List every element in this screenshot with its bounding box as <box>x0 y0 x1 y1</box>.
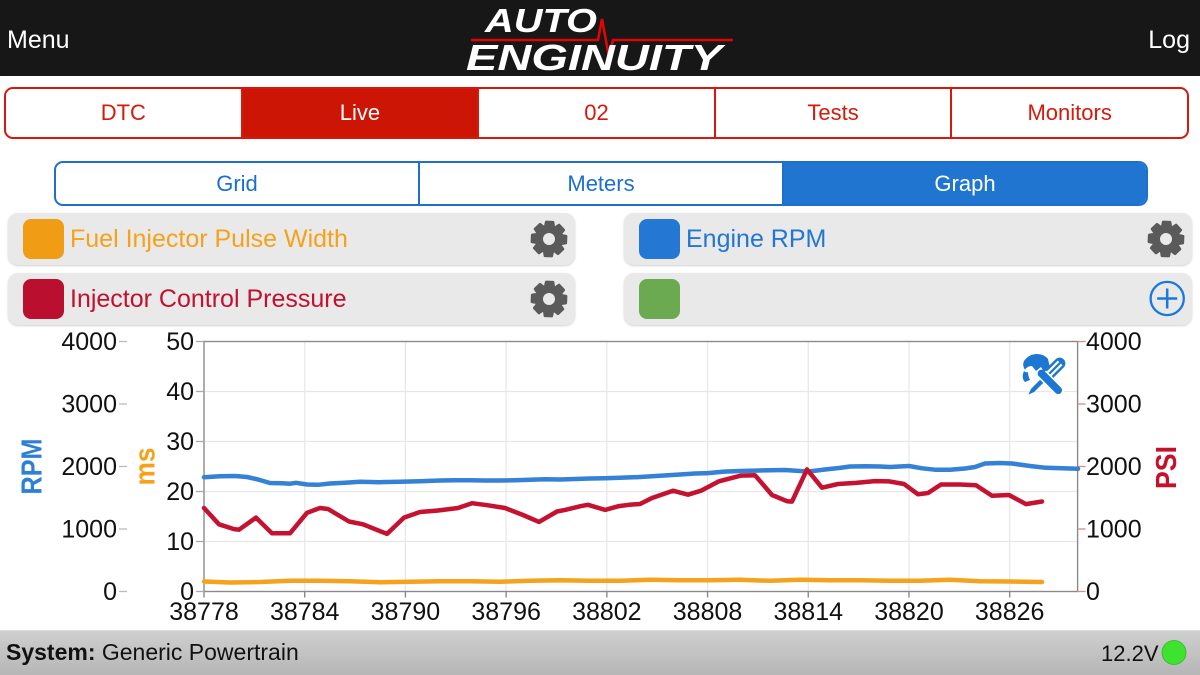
svg-text:3000: 3000 <box>1086 391 1142 419</box>
svg-text:0: 0 <box>180 578 194 606</box>
svg-text:38802: 38802 <box>572 598 642 626</box>
svg-text:0: 0 <box>103 578 117 606</box>
svg-text:3000: 3000 <box>61 391 117 419</box>
svg-text:30: 30 <box>166 428 194 456</box>
svg-text:38778: 38778 <box>169 598 239 626</box>
svg-text:38814: 38814 <box>773 598 843 626</box>
svg-text:ENGINUITY: ENGINUITY <box>466 37 726 76</box>
svg-text:10: 10 <box>166 528 194 556</box>
svg-text:38826: 38826 <box>975 598 1045 626</box>
svg-text:20: 20 <box>166 478 194 506</box>
svg-text:PSI: PSI <box>1151 446 1183 489</box>
svg-text:38820: 38820 <box>874 598 944 626</box>
svg-text:ms: ms <box>130 448 162 486</box>
svg-text:38784: 38784 <box>270 598 340 626</box>
svg-text:38796: 38796 <box>471 598 541 626</box>
svg-text:AUTO: AUTO <box>484 2 598 39</box>
svg-text:2000: 2000 <box>1086 453 1142 481</box>
svg-text:38790: 38790 <box>371 598 441 626</box>
svg-text:50: 50 <box>166 330 194 356</box>
svg-text:4000: 4000 <box>61 330 117 356</box>
svg-text:1000: 1000 <box>1086 516 1142 544</box>
svg-text:RPM: RPM <box>17 439 49 495</box>
svg-text:0: 0 <box>1086 578 1100 606</box>
svg-text:2000: 2000 <box>61 453 117 481</box>
svg-text:1000: 1000 <box>61 516 117 544</box>
svg-text:4000: 4000 <box>1086 330 1142 356</box>
svg-text:38808: 38808 <box>673 598 743 626</box>
svg-text:40: 40 <box>166 378 194 406</box>
